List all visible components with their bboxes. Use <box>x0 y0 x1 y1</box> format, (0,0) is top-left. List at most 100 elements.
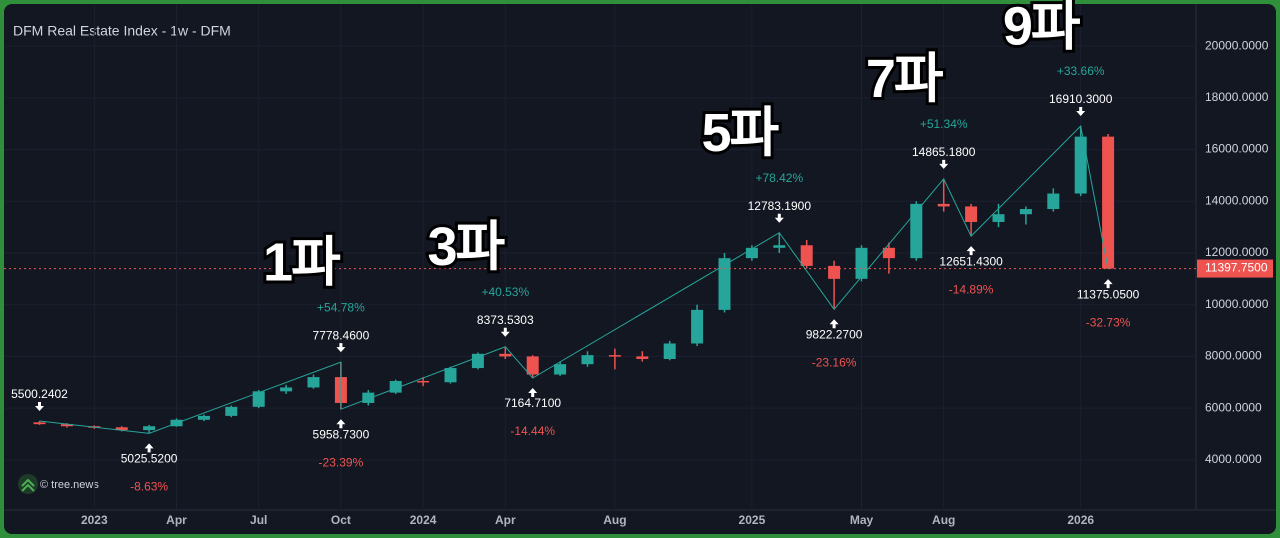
y-tick-label: 4000.0000 <box>1205 452 1262 466</box>
x-tick-label: 2023 <box>81 513 108 527</box>
y-tick-label: 6000.0000 <box>1205 400 1262 414</box>
candle-body <box>636 356 649 360</box>
pivot-price-label: 8373.5303 <box>477 313 534 327</box>
pivot-arrow <box>829 319 839 329</box>
pivot-change-label: -14.44% <box>510 424 555 438</box>
last-price-label: 11397.7500 <box>1205 261 1268 275</box>
candle-body <box>280 387 293 392</box>
y-tick-label: 10000.0000 <box>1205 297 1269 311</box>
pivot-arrow <box>1103 279 1113 289</box>
x-tick-label: 2025 <box>739 513 766 527</box>
candle-body <box>937 203 950 207</box>
candle-body <box>252 391 265 407</box>
pivot-change-label: -32.73% <box>1086 315 1131 329</box>
y-tick-label: 18000.0000 <box>1205 90 1269 104</box>
pivot-arrow <box>528 388 538 398</box>
candle-body <box>1074 136 1087 194</box>
candle-body <box>828 265 841 279</box>
pivot-arrow <box>500 327 510 337</box>
pivot-arrow <box>336 343 346 353</box>
wave-label: 7파 <box>866 49 944 109</box>
candle-body <box>1047 193 1060 210</box>
candle-body <box>389 380 402 393</box>
pivot-change-label: +78.42% <box>755 171 803 185</box>
pivot-price-label: 16910.3000 <box>1049 92 1113 106</box>
chart-title: DFM Real Estate Index - 1w - DFM <box>13 23 231 39</box>
candle-body <box>33 422 46 425</box>
pivot-price-label: 12651.4300 <box>939 254 1003 268</box>
pivot-price-label: 5958.7300 <box>313 427 370 441</box>
pivot-change-label: -23.39% <box>319 455 364 469</box>
pivot-change-label: +40.53% <box>481 285 529 299</box>
pivot-change-label: +54.78% <box>317 300 365 314</box>
candle-body <box>143 426 156 431</box>
y-tick-label: 20000.0000 <box>1205 38 1269 52</box>
pivot-change-label: +51.34% <box>920 117 968 131</box>
pivot-arrow <box>35 402 44 412</box>
candle-body <box>499 353 512 357</box>
candle-body <box>882 247 895 259</box>
candle-body <box>663 343 676 360</box>
x-tick-label: 2024 <box>410 513 437 527</box>
candle-body <box>1102 136 1115 269</box>
x-tick-label: Oct <box>331 513 351 527</box>
pivot-arrow <box>939 159 949 169</box>
candle-body <box>115 427 128 431</box>
candle-body <box>965 206 978 222</box>
candle-body <box>800 245 813 266</box>
pivot-arrow <box>966 246 976 256</box>
y-tick-label: 12000.0000 <box>1205 245 1269 259</box>
candle-body <box>1019 209 1032 215</box>
y-tick-label: 14000.0000 <box>1205 193 1269 207</box>
pivot-change-label: -23.16% <box>812 355 857 369</box>
candle-body <box>718 258 731 310</box>
pivot-price-label: 12783.1900 <box>748 199 812 213</box>
pivot-arrow <box>1076 107 1086 117</box>
x-tick-label: Apr <box>166 513 187 527</box>
candle-body <box>362 392 375 403</box>
pivot-price-label: 14865.1800 <box>912 145 976 159</box>
candle-body <box>608 355 621 357</box>
pivot-change-label: -8.63% <box>130 479 168 493</box>
wave-label: 9파 <box>1003 0 1081 56</box>
candle-body <box>691 309 704 344</box>
candle-body <box>910 203 923 259</box>
candle-body <box>773 245 786 248</box>
pivot-change-label: +33.66% <box>1057 64 1105 78</box>
candle-body <box>197 415 210 420</box>
zigzag-line <box>39 125 1109 434</box>
x-tick-label: Apr <box>495 513 516 527</box>
wave-label: 3파 <box>427 217 505 277</box>
candle-body <box>471 353 484 369</box>
candle-body <box>992 214 1005 222</box>
pivot-price-label: 7778.4600 <box>313 328 370 342</box>
candle-body <box>60 424 73 427</box>
candle-body <box>225 406 238 416</box>
candle-body <box>554 364 567 375</box>
candle-body <box>581 355 594 365</box>
watermark: © tree.news <box>40 479 99 491</box>
x-tick-label: Jul <box>250 513 267 527</box>
wave-label: 1파 <box>263 232 341 292</box>
y-tick-label: 16000.0000 <box>1205 142 1269 156</box>
pivot-arrow <box>144 443 154 453</box>
pivot-price-label: 7164.7100 <box>504 396 561 410</box>
pivot-price-label: 5025.5200 <box>121 451 178 465</box>
candle-body <box>444 368 457 383</box>
candle-body <box>855 247 868 279</box>
pivot-arrow <box>336 419 346 429</box>
wave-label: 5파 <box>701 103 779 163</box>
x-tick-label: Aug <box>932 513 955 527</box>
pivot-arrow <box>774 213 784 223</box>
candle-body <box>526 356 539 375</box>
x-tick-label: 2026 <box>1067 513 1094 527</box>
pivot-price-label: 11375.0500 <box>1077 287 1140 301</box>
last-price-box <box>1197 259 1273 278</box>
x-tick-label: Aug <box>603 513 626 527</box>
candle-body <box>417 380 430 383</box>
y-tick-label: 8000.0000 <box>1205 349 1262 363</box>
logo-icon <box>21 478 35 492</box>
pivot-change-label: -14.89% <box>949 282 994 296</box>
x-tick-label: May <box>850 513 874 527</box>
